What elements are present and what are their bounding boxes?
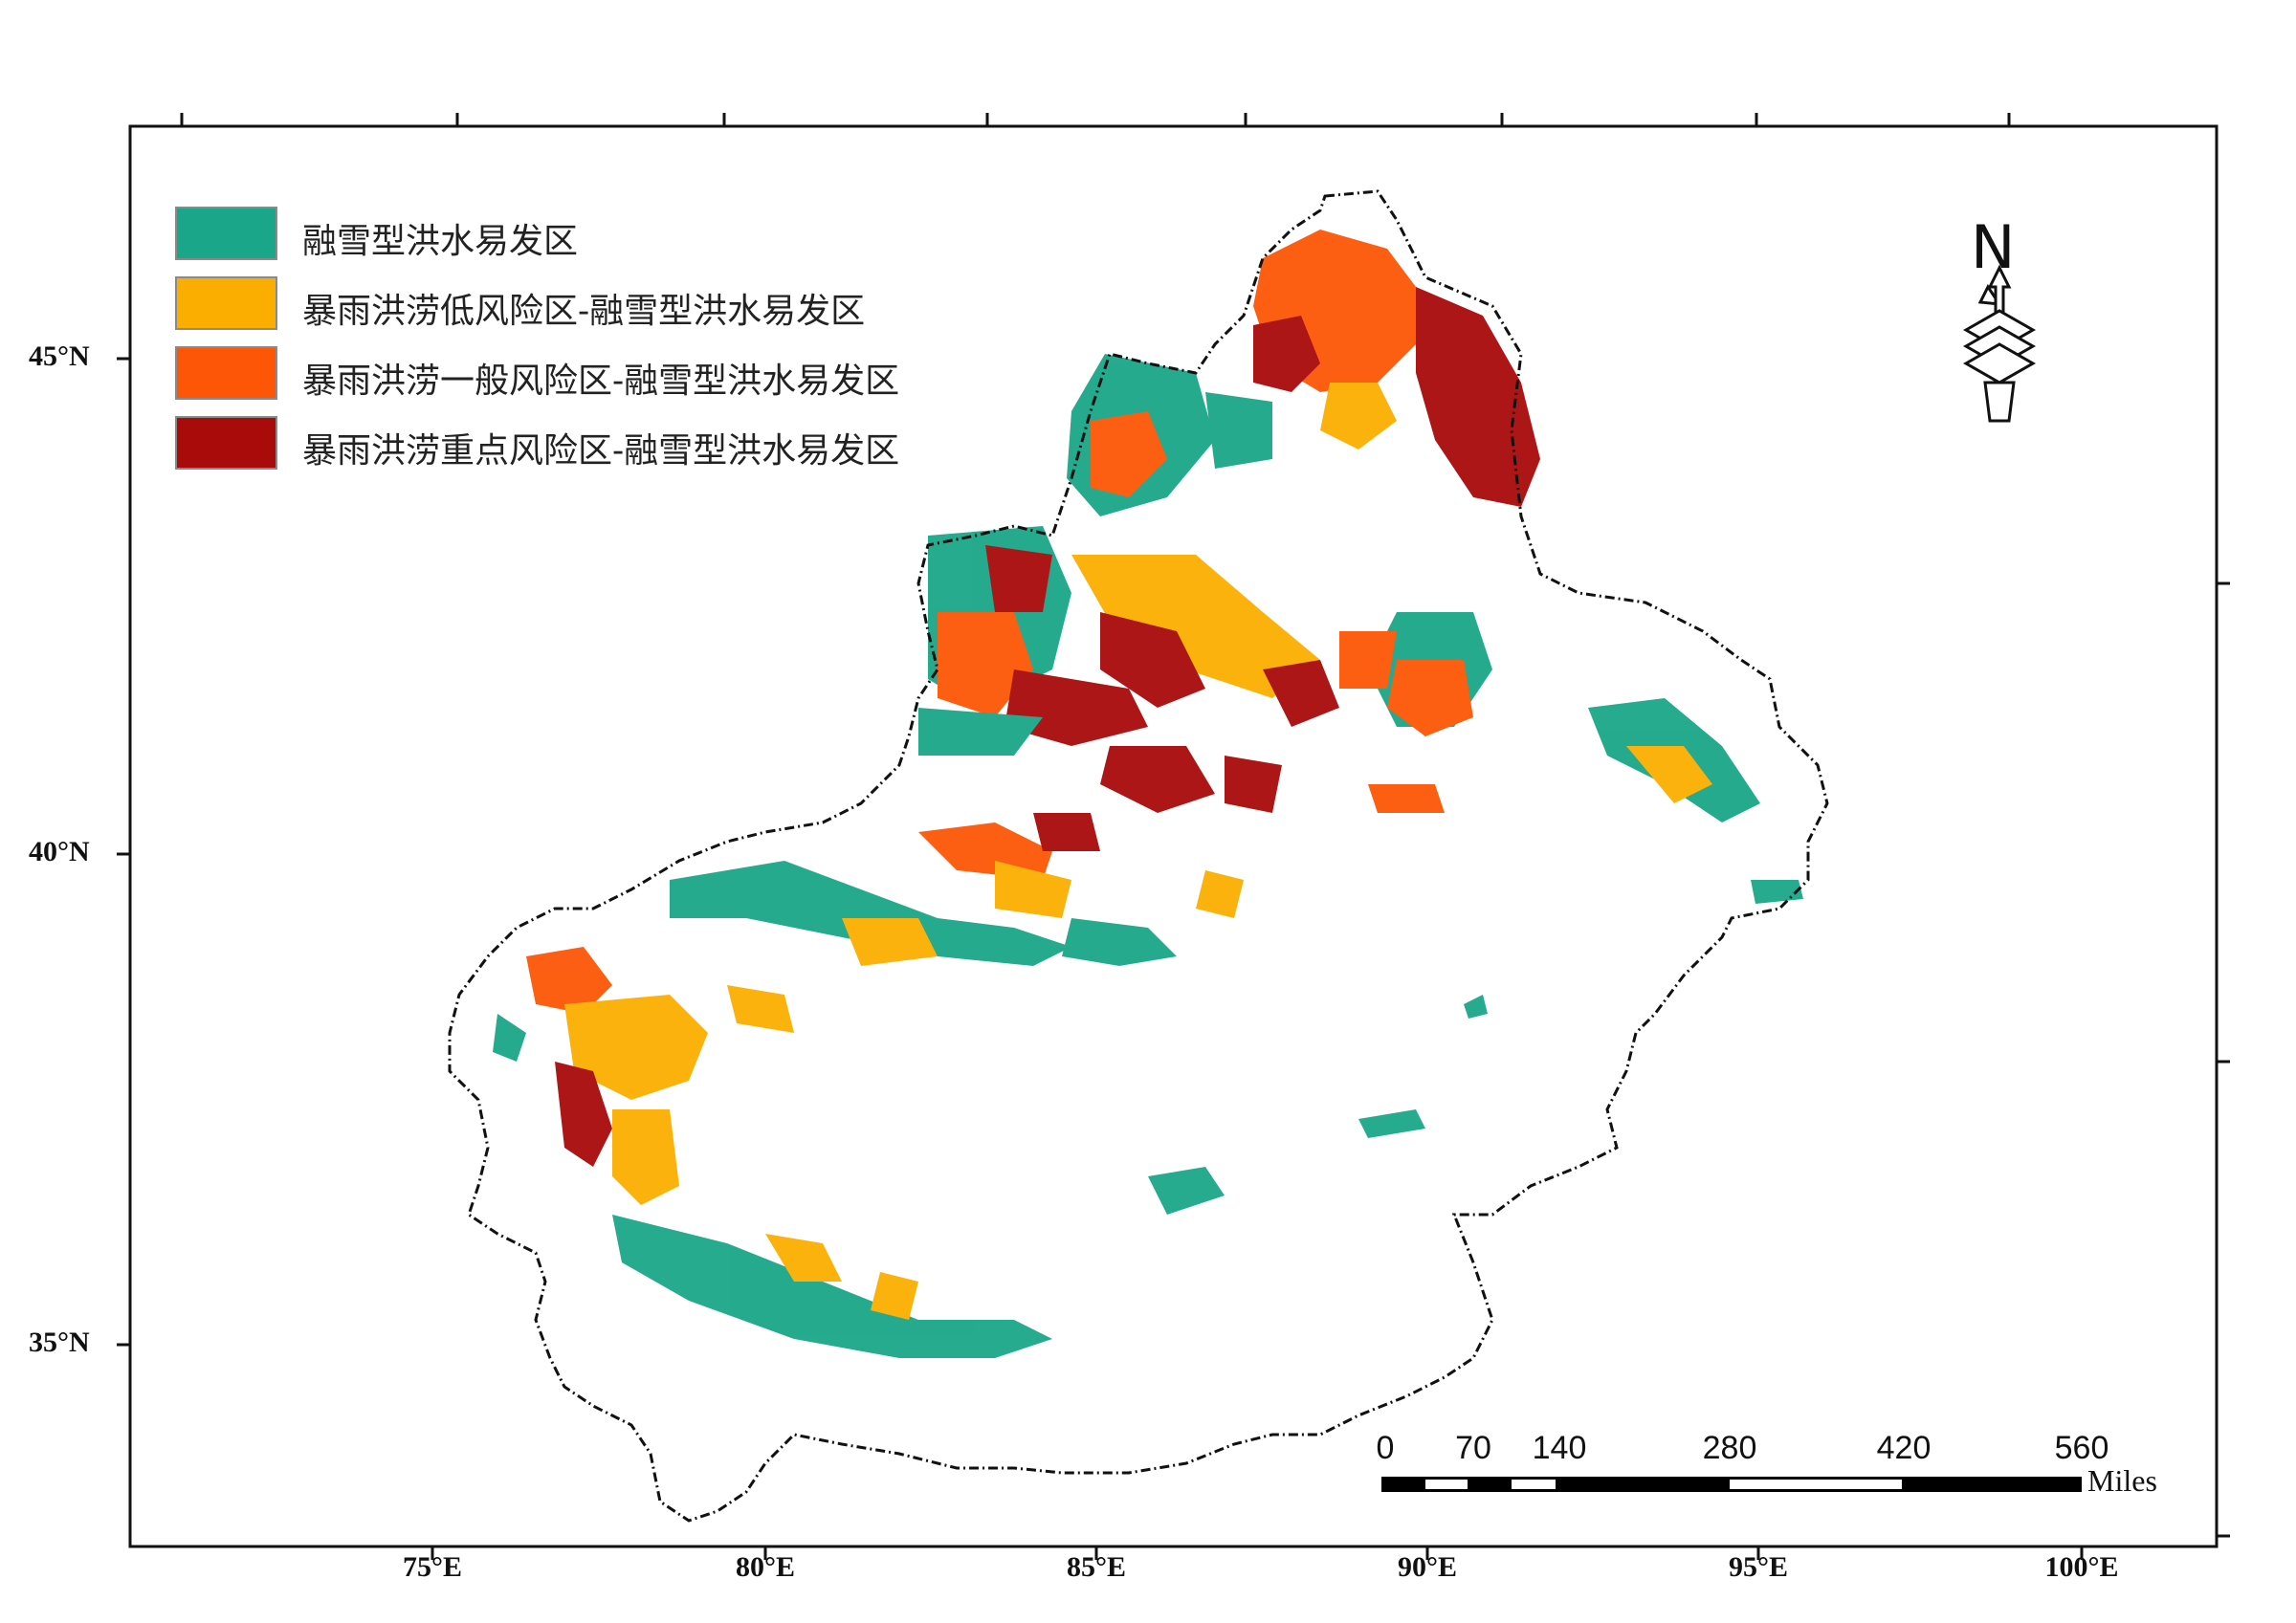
scale-tick-0: 0: [1376, 1430, 1395, 1466]
legend-item-snowmelt: 融雪型洪水易发区: [175, 207, 1036, 261]
lat-label-35: 35°N: [29, 1327, 90, 1358]
scale-unit: Miles: [2087, 1463, 2157, 1498]
legend-item-general-risk: 暴雨洪涝一般风险区-融雪型洪水易发区: [175, 346, 1036, 401]
scale-tick-560: 560: [2054, 1430, 2109, 1466]
legend-item-low-risk: 暴雨洪涝低风险区-融雪型洪水易发区: [175, 276, 1036, 331]
north-arrow-icon: [1962, 264, 2037, 423]
legend-label: 融雪型洪水易发区: [302, 222, 579, 261]
scale-tick-420: 420: [1876, 1430, 1932, 1466]
right-ticks: [2217, 581, 2230, 1538]
legend-label: 暴雨洪涝低风险区-融雪型洪水易发区: [302, 292, 866, 331]
scale-bar: [1381, 1477, 2082, 1492]
legend-label: 暴雨洪涝一般风险区-融雪型洪水易发区: [302, 362, 900, 401]
hazard-zones: [493, 230, 1803, 1358]
legend-label: 暴雨洪涝重点风险区-融雪型洪水易发区: [302, 431, 900, 471]
region-boundary: [448, 189, 1829, 1523]
legend-swatch-green: [175, 207, 277, 260]
bottom-ticks: [430, 1546, 2084, 1560]
lon-label-95: 95°E: [1728, 1551, 1789, 1583]
lon-label-90: 90°E: [1397, 1551, 1458, 1583]
legend-swatch-orange: [175, 346, 277, 400]
lon-label-80: 80°E: [735, 1551, 796, 1583]
lat-label-40: 40°N: [29, 836, 90, 867]
lon-label-75: 75°E: [402, 1551, 463, 1583]
north-letter: N: [1971, 212, 2016, 282]
legend-item-key-risk: 暴雨洪涝重点风险区-融雪型洪水易发区: [175, 416, 1036, 471]
lon-label-85: 85°E: [1066, 1551, 1127, 1583]
scale-tick-140: 140: [1532, 1430, 1587, 1466]
scale-tick-70: 70: [1455, 1430, 1491, 1466]
lon-label-100: 100°E: [2044, 1551, 2119, 1583]
legend-swatch-yellow: [175, 276, 277, 330]
top-ticks: [180, 113, 2011, 126]
lat-label-45: 45°N: [29, 340, 90, 372]
legend-swatch-red: [175, 416, 277, 470]
map-frame: [128, 124, 2219, 1548]
scale-tick-280: 280: [1702, 1430, 1757, 1466]
left-ticks: [117, 357, 130, 1347]
